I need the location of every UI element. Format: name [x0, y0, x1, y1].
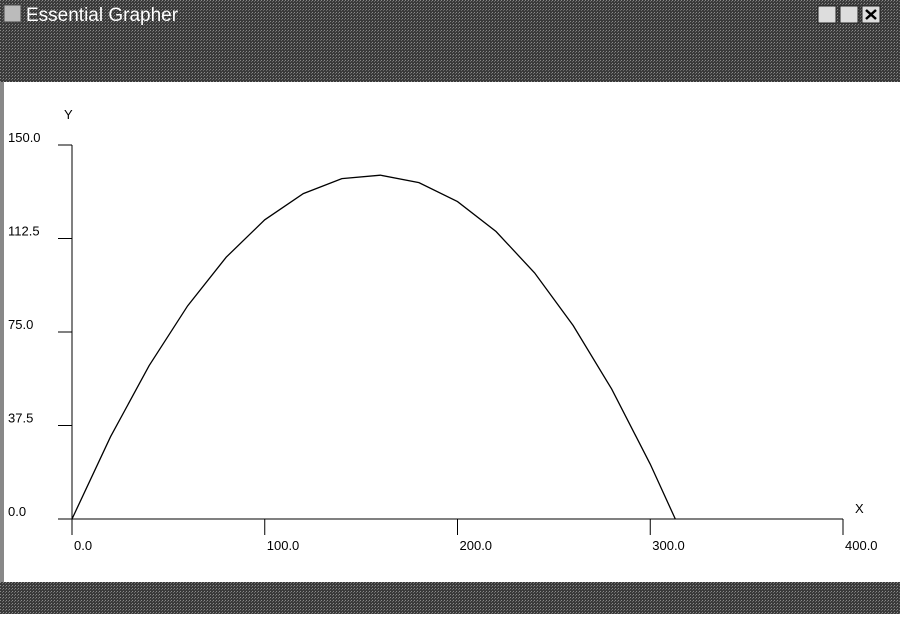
x-tick-label: 400.0: [845, 538, 878, 553]
title-bar: [0, 0, 900, 28]
y-tick-label: 75.0: [8, 317, 33, 332]
y-tick-label: 0.0: [8, 504, 26, 519]
x-tick-label: 100.0: [267, 538, 300, 553]
x-tick-label: 0.0: [74, 538, 92, 553]
curve: [71, 174, 676, 520]
app-icon: [3, 4, 22, 23]
y-tick-label: 150.0: [8, 130, 41, 145]
window-title: Essential Grapher: [26, 5, 179, 26]
y-axis-label: Y: [64, 107, 73, 122]
x-tick-label: 200.0: [460, 538, 493, 553]
x-tick-label: 300.0: [652, 538, 685, 553]
close-icon: [865, 9, 877, 20]
maximize-button[interactable]: [839, 5, 859, 24]
x-axis-label: X: [855, 501, 864, 516]
toolbar: [0, 28, 900, 82]
y-tick-label: 112.5: [8, 224, 40, 239]
y-tick-label: 37.5: [8, 411, 33, 426]
minimize-button[interactable]: [817, 5, 837, 24]
left-border: [0, 82, 4, 582]
status-bar: [0, 582, 900, 614]
